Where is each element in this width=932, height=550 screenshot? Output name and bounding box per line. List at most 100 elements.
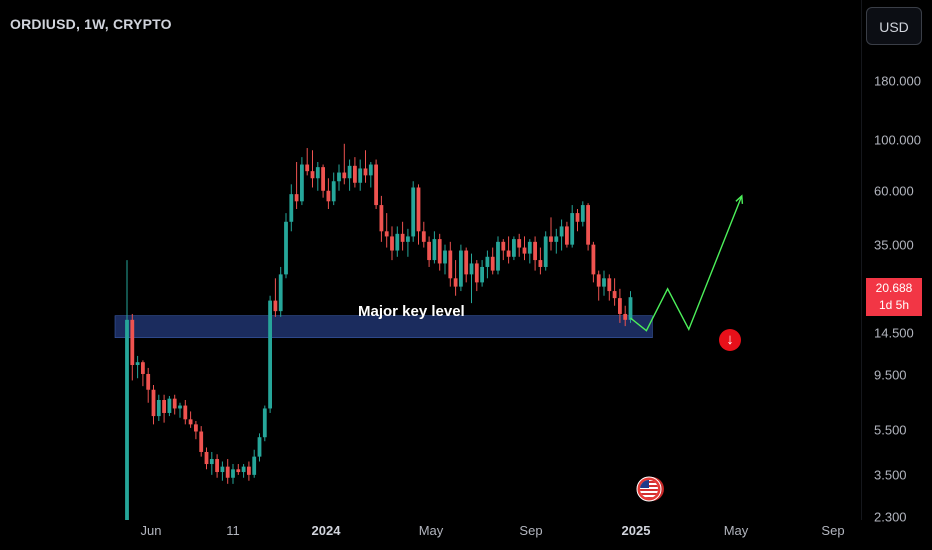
candle bbox=[565, 226, 569, 245]
key-level-zone bbox=[114, 315, 653, 338]
flag-icon-face bbox=[640, 480, 658, 498]
candle bbox=[480, 266, 484, 283]
candle bbox=[554, 236, 559, 242]
time-axis-label: 11 bbox=[226, 523, 240, 538]
candle bbox=[125, 319, 129, 520]
us-flag-event-icon[interactable] bbox=[636, 475, 664, 503]
candle bbox=[538, 260, 543, 267]
time-axis-label: 2025 bbox=[621, 523, 651, 538]
candle bbox=[204, 451, 209, 465]
candle bbox=[549, 236, 553, 242]
candle bbox=[474, 263, 479, 283]
candle bbox=[215, 459, 219, 473]
candle bbox=[623, 313, 628, 320]
candle bbox=[268, 300, 272, 409]
candle bbox=[220, 466, 225, 473]
candle bbox=[353, 165, 357, 183]
key-level-label: Major key level bbox=[358, 303, 465, 320]
candle bbox=[411, 187, 416, 237]
candle bbox=[305, 164, 310, 172]
candle bbox=[326, 190, 331, 202]
price-axis-label: 14.500 bbox=[874, 325, 914, 341]
candle bbox=[575, 213, 580, 222]
candle bbox=[368, 164, 373, 176]
candle bbox=[231, 469, 235, 478]
candle bbox=[358, 168, 363, 183]
candle bbox=[432, 239, 437, 261]
candle bbox=[437, 239, 442, 264]
candle bbox=[612, 291, 617, 299]
candle bbox=[225, 466, 230, 478]
time-axis-label: Jun bbox=[140, 523, 162, 538]
arrow-down-icon[interactable]: ↓ bbox=[719, 329, 741, 351]
candle bbox=[618, 298, 622, 314]
candle bbox=[443, 250, 447, 264]
candle bbox=[300, 164, 304, 202]
candle bbox=[421, 231, 426, 242]
candle bbox=[559, 226, 564, 237]
candle bbox=[141, 362, 145, 374]
current-price-tag: 20.688 1d 5h bbox=[866, 278, 922, 316]
candle bbox=[310, 171, 315, 179]
price-axis-label: 9.500 bbox=[874, 367, 907, 383]
candle bbox=[342, 172, 347, 179]
candle bbox=[490, 256, 495, 271]
candle bbox=[591, 244, 596, 275]
time-axis-label: 2024 bbox=[311, 523, 341, 538]
time-axis-label: May bbox=[723, 523, 749, 538]
candle bbox=[135, 362, 140, 366]
candle bbox=[321, 167, 325, 191]
candle bbox=[315, 167, 320, 179]
candle bbox=[199, 431, 204, 452]
candle bbox=[183, 405, 188, 420]
candle bbox=[522, 247, 527, 254]
candle bbox=[284, 221, 288, 275]
candle bbox=[586, 205, 590, 245]
candle bbox=[469, 263, 474, 275]
candle bbox=[384, 231, 389, 237]
time-axis-label: May bbox=[418, 523, 444, 538]
candle bbox=[496, 241, 500, 271]
candle bbox=[464, 250, 469, 275]
candle bbox=[448, 250, 453, 279]
candle bbox=[209, 459, 214, 465]
candle bbox=[178, 405, 182, 409]
symbol-title: ORDIUSD, 1W, CRYPTO bbox=[10, 16, 172, 32]
candle bbox=[130, 319, 135, 366]
bar-countdown: 1d 5h bbox=[878, 298, 910, 312]
candle bbox=[602, 278, 606, 287]
candle bbox=[363, 168, 368, 176]
candle bbox=[506, 250, 511, 257]
projection-arrowhead bbox=[735, 194, 744, 204]
candle bbox=[543, 236, 548, 267]
candle bbox=[294, 194, 299, 202]
candle bbox=[331, 181, 336, 202]
candle bbox=[406, 236, 410, 242]
candle bbox=[416, 187, 421, 232]
projection-path bbox=[630, 195, 743, 332]
candle bbox=[252, 456, 257, 475]
candle bbox=[241, 466, 246, 473]
time-axis-label: Sep bbox=[821, 523, 845, 538]
candle bbox=[146, 373, 151, 390]
candle bbox=[570, 213, 575, 245]
candle bbox=[607, 278, 612, 292]
candle bbox=[247, 466, 251, 475]
candle bbox=[395, 233, 400, 251]
candle bbox=[512, 239, 516, 257]
candle bbox=[188, 419, 193, 425]
candle bbox=[379, 205, 384, 232]
price-axis-label: 35.000 bbox=[874, 237, 914, 253]
candle bbox=[501, 241, 506, 251]
candle bbox=[347, 165, 352, 179]
candle bbox=[257, 437, 262, 457]
candle bbox=[427, 241, 431, 261]
candle bbox=[485, 256, 490, 267]
candle bbox=[289, 194, 294, 222]
currency-button[interactable]: USD bbox=[866, 7, 922, 45]
time-axis-label: Sep bbox=[519, 523, 543, 538]
candle bbox=[533, 241, 537, 261]
price-chart[interactable] bbox=[0, 0, 862, 520]
candle bbox=[172, 398, 177, 409]
price-axis-label: 2.300 bbox=[874, 509, 907, 525]
